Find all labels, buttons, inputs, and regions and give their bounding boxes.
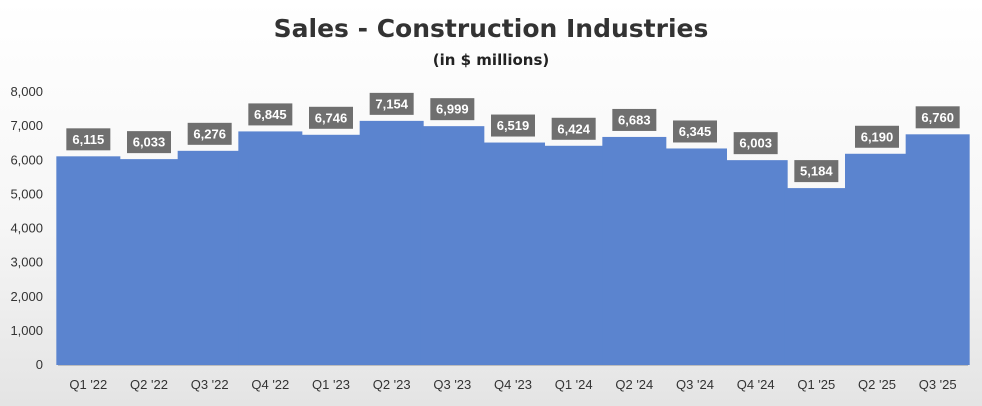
data-label: 6,424 (557, 121, 590, 136)
data-label: 6,746 (315, 110, 348, 125)
x-tick-label: Q4 '22 (251, 377, 289, 392)
data-label-box (855, 125, 899, 148)
x-tick-label: Q1 '23 (312, 377, 350, 392)
y-tick-label: 6,000 (10, 152, 43, 167)
chart-subtitle: (in $ millions) (432, 51, 550, 69)
data-label: 6,190 (861, 129, 894, 144)
y-tick-label: 7,000 (10, 118, 43, 133)
data-label-box (915, 106, 960, 129)
bar (663, 148, 727, 365)
data-label-box (794, 160, 839, 183)
bar (845, 153, 909, 365)
x-tick-label: Q4 '24 (737, 377, 775, 392)
bar (723, 160, 788, 365)
data-label-box (430, 98, 475, 121)
bar (420, 126, 485, 366)
bar (359, 120, 424, 365)
bar (541, 145, 606, 365)
x-tick-label: Q2 '24 (615, 377, 653, 392)
data-label: 6,276 (193, 126, 226, 141)
data-label-box (612, 108, 657, 131)
data-label-box (187, 122, 232, 145)
x-tick-label: Q1 '24 (555, 377, 593, 392)
data-label: 5,184 (800, 164, 833, 179)
x-tick-label: Q3 '23 (433, 377, 471, 392)
bar (238, 131, 303, 365)
data-label: 6,760 (921, 110, 954, 125)
data-label-box (491, 114, 535, 137)
data-label: 6,519 (497, 118, 530, 133)
x-tick-label: Q3 '24 (676, 377, 714, 392)
x-tick-label: Q3 '22 (191, 377, 229, 392)
x-tick-label: Q3 '25 (919, 377, 957, 392)
x-tick-label: Q1 '25 (797, 377, 835, 392)
x-tick-label: Q2 '22 (130, 377, 168, 392)
data-label-box (248, 103, 293, 126)
data-label: 6,845 (254, 107, 287, 122)
y-tick-label: 4,000 (10, 221, 43, 236)
x-tick-label: Q2 '25 (858, 377, 896, 392)
bar (299, 134, 363, 365)
data-label: 6,115 (72, 132, 104, 147)
y-tick-label: 5,000 (10, 186, 43, 201)
bar (56, 156, 121, 365)
chart-title: Sales - Construction Industries (273, 14, 709, 43)
data-label: 6,683 (618, 112, 651, 127)
data-label-box (369, 92, 414, 115)
x-tick-label: Q2 '23 (373, 377, 411, 392)
x-tick-label: Q1 '22 (69, 377, 107, 392)
data-label: 7,154 (375, 96, 408, 111)
x-axis: Q1 '22 Q2 '22 Q3 '22 Q4 '22 Q1 '23 Q2 '23 Q3 '… (58, 365, 968, 392)
y-tick-label: 1,000 (10, 323, 43, 338)
y-tick-label: 3,000 (10, 255, 43, 270)
data-label-box (127, 131, 171, 154)
data-label: 6,003 (739, 136, 772, 151)
data-label-box (673, 120, 717, 143)
bar (905, 134, 970, 365)
data-label-box (733, 132, 778, 155)
y-tick-label: 2,000 (10, 289, 43, 304)
data-label: 6,033 (133, 135, 166, 150)
bar (784, 188, 849, 365)
data-labels: 6,115 6,033 6,276 6,845 6,746 7,154 6,999 6,519… (66, 92, 960, 183)
bar (602, 136, 667, 365)
y-axis: 0 1,000 2,000 3,000 4,000 5,000 6,000 7,000 8,00… (10, 84, 43, 372)
data-label-box (551, 117, 596, 140)
bar (481, 142, 545, 365)
bar (177, 150, 242, 365)
y-tick-label: 8,000 (10, 84, 43, 99)
bars (56, 120, 970, 366)
data-label: 6,345 (679, 124, 712, 139)
bar (117, 159, 181, 365)
data-label-box (66, 128, 111, 151)
data-label-box (309, 106, 353, 129)
data-label: 6,999 (436, 102, 469, 117)
x-tick-label: Q4 '23 (494, 377, 532, 392)
y-tick-label: 0 (36, 357, 43, 372)
